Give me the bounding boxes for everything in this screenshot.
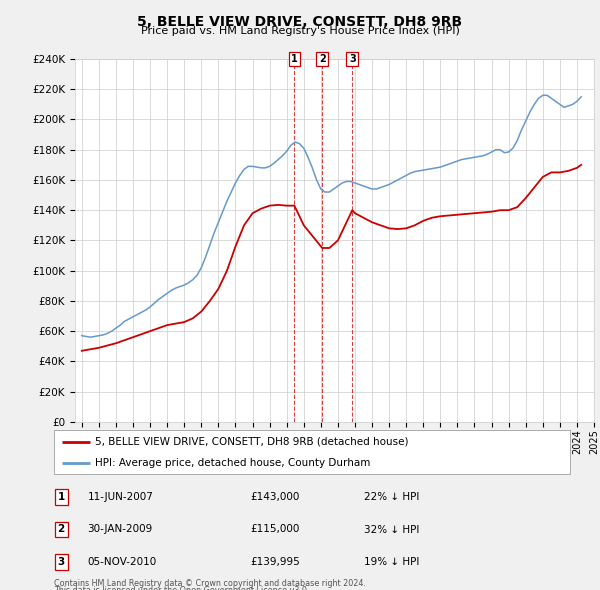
Text: 5, BELLE VIEW DRIVE, CONSETT, DH8 9RB (detached house): 5, BELLE VIEW DRIVE, CONSETT, DH8 9RB (d… bbox=[95, 437, 409, 447]
Text: HPI: Average price, detached house, County Durham: HPI: Average price, detached house, Coun… bbox=[95, 458, 371, 468]
Text: 3: 3 bbox=[58, 556, 65, 566]
Text: 05-NOV-2010: 05-NOV-2010 bbox=[88, 556, 157, 566]
Text: Price paid vs. HM Land Registry's House Price Index (HPI): Price paid vs. HM Land Registry's House … bbox=[140, 26, 460, 36]
Text: This data is licensed under the Open Government Licence v3.0.: This data is licensed under the Open Gov… bbox=[54, 586, 310, 590]
Text: 2: 2 bbox=[58, 525, 65, 535]
Text: 2: 2 bbox=[319, 54, 326, 64]
Text: 32% ↓ HPI: 32% ↓ HPI bbox=[364, 525, 419, 535]
Text: 19% ↓ HPI: 19% ↓ HPI bbox=[364, 556, 419, 566]
Text: 3: 3 bbox=[349, 54, 356, 64]
Text: 1: 1 bbox=[291, 54, 298, 64]
Text: £139,995: £139,995 bbox=[250, 556, 300, 566]
Text: 22% ↓ HPI: 22% ↓ HPI bbox=[364, 493, 419, 502]
Text: £143,000: £143,000 bbox=[250, 493, 299, 502]
Text: 1: 1 bbox=[58, 493, 65, 502]
Text: 5, BELLE VIEW DRIVE, CONSETT, DH8 9RB: 5, BELLE VIEW DRIVE, CONSETT, DH8 9RB bbox=[137, 15, 463, 29]
Text: Contains HM Land Registry data © Crown copyright and database right 2024.: Contains HM Land Registry data © Crown c… bbox=[54, 579, 366, 588]
Text: 11-JUN-2007: 11-JUN-2007 bbox=[88, 493, 154, 502]
Text: 30-JAN-2009: 30-JAN-2009 bbox=[88, 525, 153, 535]
Text: £115,000: £115,000 bbox=[250, 525, 299, 535]
